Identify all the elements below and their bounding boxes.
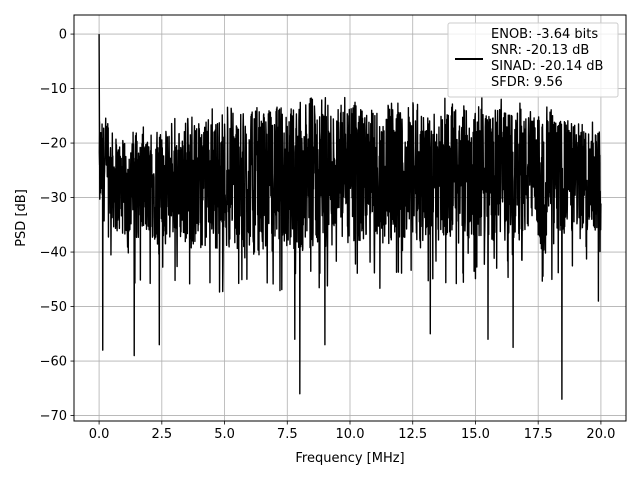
y-tick-label: −20 — [40, 137, 67, 152]
x-tick-label: 2.5 — [151, 427, 172, 442]
legend-line-snr: SNR: -20.13 dB — [491, 43, 589, 58]
legend: ENOB: -3.64 bits SNR: -20.13 dB SINAD: -… — [447, 22, 619, 98]
x-tick-label: 5.0 — [214, 427, 235, 442]
axis-ticks: 0.0 2.5 5.0 7.5 10.0 12.5 15.0 17.5 20.0 0 −10 −20 −… — [40, 28, 616, 442]
y-tick-label: −30 — [40, 191, 67, 206]
psd-trace-group — [98, 34, 602, 400]
y-axis-label: PSD [dB] — [14, 189, 29, 247]
x-tick-label: 12.5 — [398, 427, 427, 442]
x-tick-label: 0.0 — [89, 427, 110, 442]
psd-trace-line — [98, 34, 602, 400]
x-tick-label: 15.0 — [461, 427, 490, 442]
legend-box — [447, 22, 619, 98]
x-tick-label: 17.5 — [524, 427, 553, 442]
y-tick-label: −10 — [40, 82, 67, 97]
y-tick-label: −50 — [40, 300, 67, 315]
x-tick-label: 10.0 — [336, 427, 365, 442]
x-axis-label: Frequency [MHz] — [295, 451, 404, 466]
legend-line-enob: ENOB: -3.64 bits — [491, 27, 598, 42]
legend-line-sfdr: SFDR: 9.56 — [491, 75, 563, 90]
y-tick-label: −70 — [40, 409, 67, 424]
x-tick-label: 7.5 — [277, 427, 298, 442]
legend-line-sinad: SINAD: -20.14 dB — [491, 59, 603, 74]
x-tick-label: 20.0 — [586, 427, 615, 442]
y-tick-label: −40 — [40, 246, 67, 261]
y-tick-label: −60 — [40, 355, 67, 370]
y-tick-label: 0 — [59, 28, 67, 43]
